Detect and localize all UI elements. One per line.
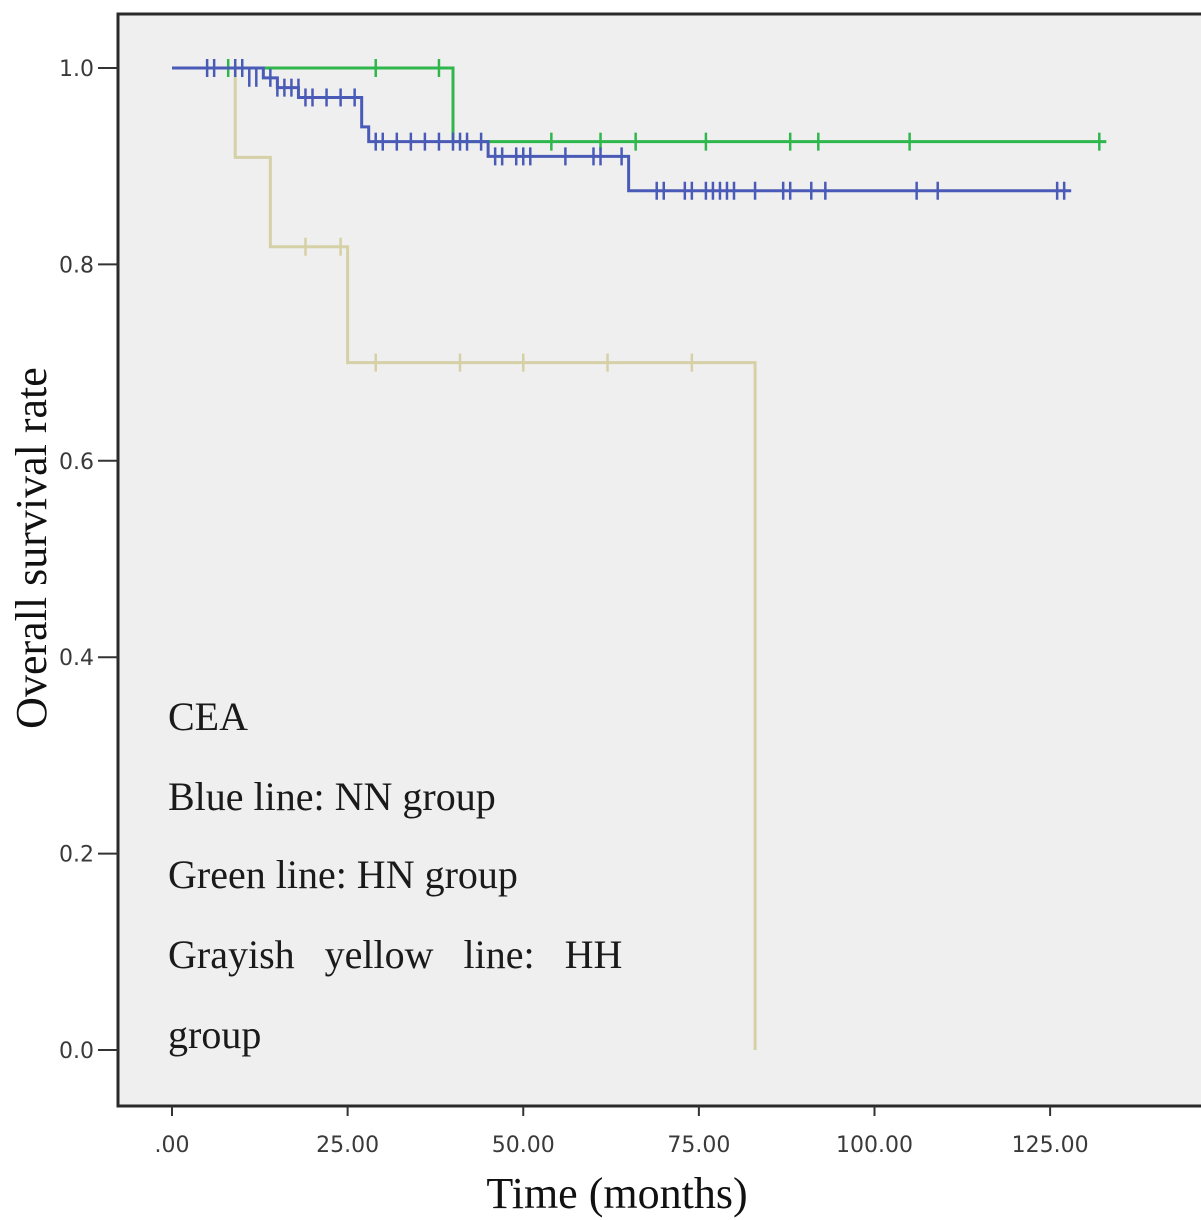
x-axis-title: Time (months) bbox=[486, 1169, 747, 1218]
series-group bbox=[172, 59, 1107, 1050]
y-tick-label: 0.8 bbox=[59, 253, 94, 278]
y-tick-label: 1.0 bbox=[59, 57, 94, 82]
x-tick-label: 75.00 bbox=[667, 1133, 730, 1158]
x-tick-label: 50.00 bbox=[492, 1133, 555, 1158]
plot-area bbox=[116, 12, 1201, 1108]
y-tick-label: 0.0 bbox=[59, 1039, 94, 1064]
annotation-line-5: group bbox=[168, 1012, 261, 1057]
x-tick-label: 100.00 bbox=[836, 1133, 913, 1158]
y-axis: 0.0 0.2 0.4 0.6 0.8 1.0 bbox=[59, 57, 118, 1064]
y-tick-label: 0.4 bbox=[59, 646, 94, 671]
annotation-block: CEA Blue line: NN group Green line: HN g… bbox=[168, 694, 622, 1057]
series-green bbox=[172, 59, 1107, 151]
y-tick-label: 0.2 bbox=[59, 843, 94, 868]
annotation-line-1: CEA bbox=[168, 694, 248, 739]
y-axis-title: Overall survival rate bbox=[7, 367, 56, 729]
series-blue bbox=[172, 59, 1072, 200]
y-tick-label: 0.6 bbox=[59, 450, 94, 475]
x-tick-label: 25.00 bbox=[316, 1133, 379, 1158]
x-tick-label: 125.00 bbox=[1012, 1133, 1089, 1158]
series-yellow-line bbox=[172, 66, 757, 1050]
annotation-line-2: Blue line: NN group bbox=[168, 774, 496, 819]
annotation-line-4: Grayish yellow line: HH bbox=[168, 932, 622, 977]
annotation-line-3: Green line: HN group bbox=[168, 852, 518, 897]
series-green-line bbox=[172, 66, 1107, 144]
x-tick-label: .00 bbox=[155, 1133, 190, 1158]
x-axis: .00 25.00 50.00 75.00 100.00 125.00 bbox=[155, 1106, 1089, 1158]
